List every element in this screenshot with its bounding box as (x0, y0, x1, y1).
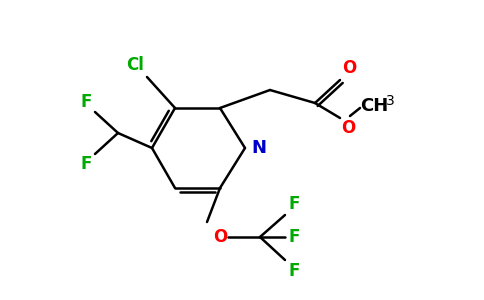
Text: N: N (251, 139, 266, 157)
Text: F: F (81, 93, 92, 111)
Text: Cl: Cl (126, 56, 144, 74)
Text: 3: 3 (386, 94, 395, 108)
Text: O: O (342, 59, 356, 77)
Text: F: F (81, 155, 92, 173)
Text: F: F (288, 262, 300, 280)
Text: O: O (213, 228, 227, 246)
Text: O: O (341, 119, 355, 137)
Text: F: F (288, 228, 300, 246)
Text: F: F (288, 195, 300, 213)
Text: CH: CH (360, 97, 388, 115)
